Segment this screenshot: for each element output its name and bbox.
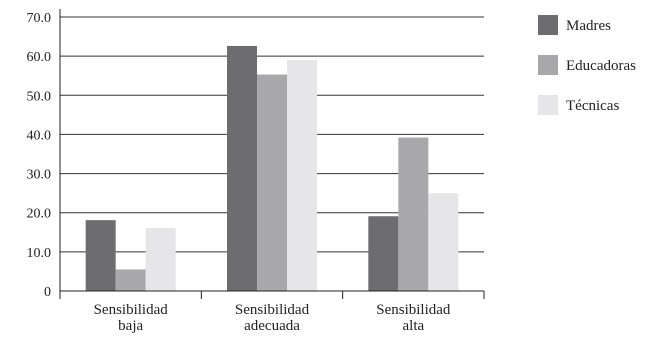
legend-swatch bbox=[538, 15, 558, 35]
legend-label: Técnicas bbox=[566, 98, 619, 114]
bar-madres-2 bbox=[368, 216, 399, 291]
axes bbox=[59, 9, 485, 299]
y-tick-label: 20.0 bbox=[27, 207, 52, 222]
y-tick-label: 70.0 bbox=[27, 11, 52, 26]
legend-swatch bbox=[538, 55, 558, 75]
bar-tcnicas-2 bbox=[428, 193, 459, 291]
category-label: Sensibilidad bbox=[235, 302, 310, 318]
legend: Madres Educadoras Técnicas bbox=[538, 15, 636, 115]
bar-educadoras-0 bbox=[115, 269, 146, 291]
bar-madres-0 bbox=[85, 220, 116, 291]
category-label: Sensibilidad bbox=[94, 302, 169, 318]
bar-tcnicas-0 bbox=[145, 227, 176, 291]
legend-label: Educadoras bbox=[566, 58, 636, 74]
legend-swatch bbox=[538, 95, 558, 115]
bars bbox=[85, 45, 459, 291]
category-label: alta bbox=[403, 318, 425, 334]
y-tick-label: 60.0 bbox=[27, 50, 52, 65]
y-tick-label: 0 bbox=[44, 285, 51, 300]
x-axis-category-labels: SensibilidadbajaSensibilidadadecuadaSens… bbox=[94, 302, 451, 334]
y-tick-label: 30.0 bbox=[27, 168, 52, 183]
y-axis-tick-labels: 0 10.0 20.0 30.0 40.0 50.0 60.0 70.0 bbox=[27, 11, 52, 300]
bar-educadoras-1 bbox=[257, 74, 287, 291]
bar-educadoras-2 bbox=[398, 137, 429, 291]
bar-madres-1 bbox=[227, 45, 257, 291]
bar-tcnicas-1 bbox=[287, 60, 317, 291]
y-tick-label: 10.0 bbox=[27, 246, 52, 261]
legend-label: Madres bbox=[566, 18, 611, 34]
category-label: Sensibilidad bbox=[376, 302, 451, 318]
category-label: adecuada bbox=[244, 318, 300, 334]
y-tick-label: 50.0 bbox=[27, 89, 52, 104]
category-label: baja bbox=[118, 318, 143, 334]
y-tick-label: 40.0 bbox=[27, 128, 52, 143]
